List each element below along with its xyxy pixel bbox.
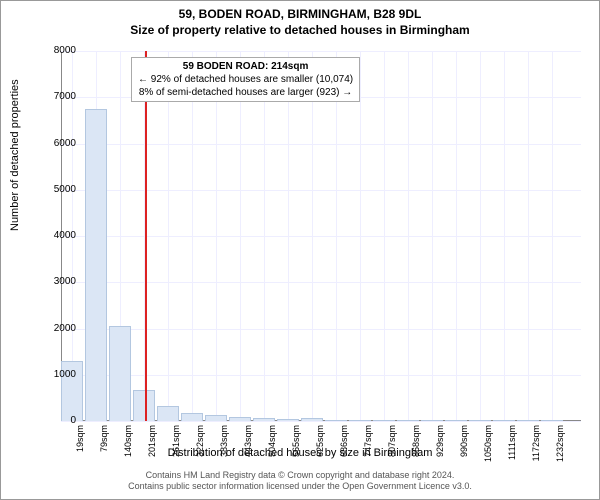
x-tick-label: 868sqm xyxy=(411,425,421,485)
x-tick-label: 565sqm xyxy=(291,425,301,485)
y-tick-label: 1000 xyxy=(26,369,76,380)
gridline-h xyxy=(61,236,581,237)
y-tick-label: 2000 xyxy=(26,323,76,334)
gridline-h xyxy=(61,375,581,376)
gridline-h xyxy=(61,329,581,330)
histogram-bar xyxy=(301,418,323,421)
chart-title-line1: 59, BODEN ROAD, BIRMINGHAM, B28 9DL xyxy=(1,1,599,21)
histogram-bar xyxy=(109,326,131,421)
x-tick-label: 807sqm xyxy=(387,425,397,485)
x-tick-label: 1111sqm xyxy=(507,425,517,485)
plot-area: 59 BODEN ROAD: 214sqm← 92% of detached h… xyxy=(61,51,581,421)
y-tick-label: 0 xyxy=(26,415,76,426)
x-tick-label: 747sqm xyxy=(363,425,373,485)
histogram-bar xyxy=(469,420,491,421)
y-axis-label: Number of detached properties xyxy=(9,79,21,231)
marker-line xyxy=(145,51,147,421)
x-tick-label: 686sqm xyxy=(339,425,349,485)
x-tick-label: 1232sqm xyxy=(555,425,565,485)
gridline-v xyxy=(384,51,385,421)
gridline-v xyxy=(216,51,217,421)
y-tick-label: 5000 xyxy=(26,184,76,195)
histogram-bar xyxy=(445,420,467,421)
chart-title-line2: Size of property relative to detached ho… xyxy=(1,21,599,37)
gridline-v xyxy=(432,51,433,421)
x-tick-label: 140sqm xyxy=(123,425,133,485)
info-box-line: ← 92% of detached houses are smaller (10… xyxy=(138,73,353,86)
gridline-v xyxy=(240,51,241,421)
gridline-v xyxy=(192,51,193,421)
y-tick-label: 3000 xyxy=(26,276,76,287)
x-tick-label: 443sqm xyxy=(243,425,253,485)
histogram-bar xyxy=(349,420,371,421)
x-tick-label: 19sqm xyxy=(75,425,85,485)
gridline-v xyxy=(552,51,553,421)
gridline-v xyxy=(264,51,265,421)
x-tick-label: 322sqm xyxy=(195,425,205,485)
histogram-bar xyxy=(325,420,347,421)
x-tick-label: 383sqm xyxy=(219,425,229,485)
gridline-v xyxy=(456,51,457,421)
histogram-bar xyxy=(253,418,275,421)
x-tick-label: 1050sqm xyxy=(483,425,493,485)
info-box: 59 BODEN ROAD: 214sqm← 92% of detached h… xyxy=(131,57,360,102)
histogram-bar xyxy=(229,417,251,421)
gridline-v xyxy=(504,51,505,421)
gridline-v xyxy=(312,51,313,421)
x-tick-label: 201sqm xyxy=(147,425,157,485)
y-tick-label: 6000 xyxy=(26,138,76,149)
histogram-bar xyxy=(205,415,227,421)
histogram-bar xyxy=(181,413,203,421)
info-box-line: 59 BODEN ROAD: 214sqm xyxy=(138,60,353,73)
gridline-v xyxy=(480,51,481,421)
x-tick-label: 990sqm xyxy=(459,425,469,485)
x-tick-label: 929sqm xyxy=(435,425,445,485)
gridline-h xyxy=(61,190,581,191)
histogram-bar xyxy=(397,420,419,421)
histogram-bar xyxy=(517,420,539,421)
gridline-v xyxy=(168,51,169,421)
y-tick-label: 8000 xyxy=(26,45,76,56)
histogram-bar xyxy=(541,420,563,421)
histogram-bar xyxy=(421,420,443,421)
chart-container: 59, BODEN ROAD, BIRMINGHAM, B28 9DL Size… xyxy=(0,0,600,500)
gridline-v xyxy=(528,51,529,421)
histogram-bar xyxy=(133,390,155,421)
gridline-v xyxy=(408,51,409,421)
gridline-v xyxy=(360,51,361,421)
x-tick-label: 261sqm xyxy=(171,425,181,485)
gridline-h xyxy=(61,282,581,283)
x-tick-label: 79sqm xyxy=(99,425,109,485)
x-tick-label: 504sqm xyxy=(267,425,277,485)
gridline-v xyxy=(336,51,337,421)
histogram-bar xyxy=(157,406,179,421)
histogram-bar xyxy=(373,420,395,421)
info-box-line: 8% of semi-detached houses are larger (9… xyxy=(138,86,353,99)
gridline-h xyxy=(61,144,581,145)
gridline-h xyxy=(61,421,581,422)
y-tick-label: 7000 xyxy=(26,91,76,102)
histogram-bar xyxy=(85,109,107,421)
plot: 59 BODEN ROAD: 214sqm← 92% of detached h… xyxy=(61,51,581,421)
y-tick-label: 4000 xyxy=(26,230,76,241)
histogram-bar xyxy=(277,419,299,421)
x-tick-label: 625sqm xyxy=(315,425,325,485)
x-tick-label: 1172sqm xyxy=(531,425,541,485)
gridline-h xyxy=(61,51,581,52)
histogram-bar xyxy=(493,420,515,421)
gridline-v xyxy=(288,51,289,421)
